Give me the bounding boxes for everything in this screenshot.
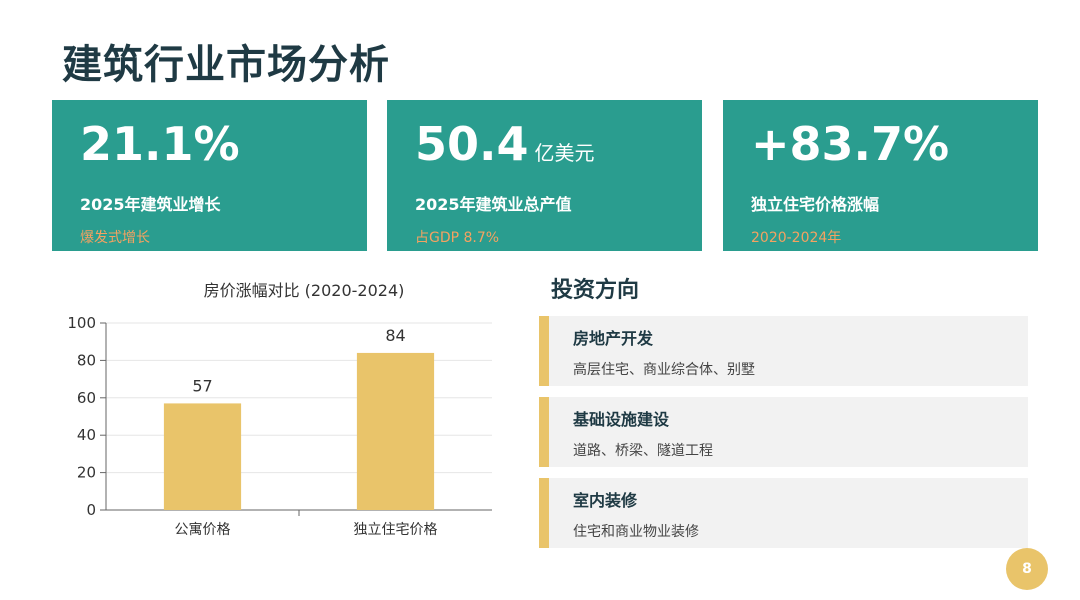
- stat-card-output: 50.4 亿美元 2025年建筑业总产值 占GDP 8.7%: [387, 100, 702, 251]
- bar: [356, 352, 435, 510]
- stat-value: +83.7%: [751, 118, 1038, 179]
- y-tick-label: 100: [67, 314, 96, 332]
- stat-card-house-price: +83.7% 独立住宅价格涨幅 2020-2024年: [723, 100, 1038, 251]
- invest-item-real-estate: 房地产开发 高层住宅、商业综合体、别墅: [539, 316, 1028, 386]
- invest-item-name: 室内装修: [573, 491, 638, 510]
- chart-title: 房价涨幅对比 (2020-2024): [204, 281, 405, 300]
- y-tick-label: 0: [86, 501, 96, 519]
- bar: [163, 403, 242, 510]
- invest-item-infrastructure: 基础设施建设 道路、桥梁、隧道工程: [539, 397, 1028, 467]
- y-tick-label: 20: [77, 464, 96, 482]
- bar-chart-svg: 房价涨幅对比 (2020-2024) 0 20 40 60 80 100 57 公寓价格 84 独立…: [67, 281, 492, 538]
- invest-item-desc: 住宅和商业物业装修: [573, 524, 699, 540]
- x-tick-label: 公寓价格: [175, 521, 231, 538]
- invest-item-name: 基础设施建设: [573, 410, 670, 429]
- stat-number: 50.4: [415, 117, 529, 171]
- x-tick-label: 独立住宅价格: [354, 522, 438, 538]
- stat-unit: 亿美元: [534, 141, 595, 165]
- stat-note: 爆发式增长: [80, 230, 150, 246]
- stat-value: 21.1%: [80, 118, 367, 179]
- bar-value-label: 57: [192, 376, 212, 395]
- bar-value-label: 84: [385, 326, 405, 345]
- y-tick-label: 40: [77, 426, 96, 444]
- stat-card-growth: 21.1% 2025年建筑业增长 爆发式增长: [52, 100, 367, 251]
- stat-label: 独立住宅价格涨幅: [751, 195, 880, 214]
- invest-item-desc: 道路、桥梁、隧道工程: [573, 443, 713, 459]
- invest-item-name: 房地产开发: [573, 329, 654, 348]
- invest-section-title: 投资方向: [551, 278, 640, 303]
- stat-label: 2025年建筑业总产值: [415, 195, 572, 214]
- stat-note: 2020-2024年: [751, 230, 842, 246]
- page-title: 建筑行业市场分析: [62, 42, 390, 88]
- invest-item-interior: 室内装修 住宅和商业物业装修: [539, 478, 1028, 548]
- y-tick-label: 80: [77, 351, 96, 369]
- stat-note: 占GDP 8.7%: [415, 230, 500, 246]
- stat-label: 2025年建筑业增长: [80, 195, 221, 214]
- stat-value: 50.4 亿美元: [415, 118, 702, 179]
- stat-number: +83.7%: [751, 117, 950, 171]
- stat-number: 21.1%: [80, 117, 240, 171]
- page-number-badge: 8: [1006, 548, 1048, 590]
- price-chart: 房价涨幅对比 (2020-2024) 0 20 40 60 80 100 57 公寓价格 84 独立…: [55, 270, 505, 550]
- invest-item-desc: 高层住宅、商业综合体、别墅: [573, 362, 755, 378]
- y-tick-label: 60: [77, 389, 96, 407]
